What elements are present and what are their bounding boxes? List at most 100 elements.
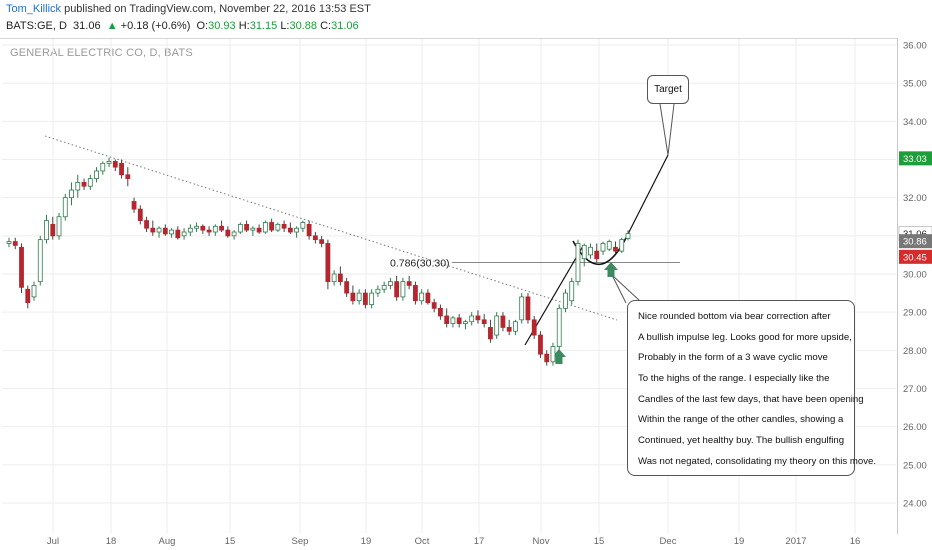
candle (306, 220, 312, 240)
candle-body (369, 292, 375, 305)
candle (500, 312, 506, 332)
candle (563, 289, 568, 313)
candle-body (187, 227, 193, 233)
chart-pane[interactable] (0, 38, 898, 534)
candle-body (600, 243, 606, 252)
candle-body (150, 227, 156, 233)
candle (181, 228, 187, 240)
candle-body (137, 208, 143, 221)
candle-body (531, 319, 537, 336)
candles-layer (6, 157, 631, 366)
candle-body (231, 231, 237, 237)
candle (619, 237, 625, 254)
candle (531, 315, 537, 339)
candle (569, 277, 575, 305)
note-line: Nice rounded bottom via bear correction … (638, 311, 831, 322)
candle (100, 161, 106, 175)
buy-signal-arrow (604, 262, 618, 277)
candle (581, 243, 587, 267)
candle-body (206, 229, 212, 233)
candle (94, 167, 99, 183)
candle (369, 289, 375, 309)
chart-title: GENERAL ELECTRIC CO, D, BATS (10, 47, 193, 59)
price-badge: 33.03 (899, 151, 932, 166)
candle (419, 289, 425, 305)
candle-body (556, 307, 562, 347)
note-callout-tail (611, 274, 641, 304)
candle (212, 224, 218, 236)
candle-body (125, 174, 131, 179)
time-tick-label: 15 (594, 536, 605, 547)
quote-line: BATS:GE, D 31.06 ▲ +0.18 (+0.6%) O:30.93… (6, 20, 359, 32)
candle (44, 214, 49, 244)
target-callout[interactable]: Target (647, 75, 689, 104)
price-change: +0.18 (+0.6%) (120, 20, 191, 32)
analysis-note-callout[interactable]: Nice rounded bottom via bear correction … (627, 300, 876, 476)
open-value: 30.93 (208, 20, 236, 32)
note-line: To the highs of the range. I especially … (638, 373, 830, 385)
candle (362, 289, 368, 309)
candle-body (381, 285, 387, 290)
candle-body (19, 246, 24, 288)
candle-body (569, 281, 575, 302)
time-tick-label: 17 (474, 536, 485, 547)
candle-body (413, 285, 418, 302)
candle-body (44, 220, 49, 241)
price-tick-label: 32.00 (903, 193, 927, 204)
candle (425, 289, 431, 305)
candle (575, 239, 581, 286)
price-badge-label: 33.03 (903, 154, 927, 165)
candle (69, 182, 74, 206)
price-tick-label: 28.00 (903, 346, 927, 357)
candle-body (438, 307, 443, 317)
candle-body (406, 281, 412, 286)
candle (444, 308, 450, 328)
candle-body (563, 292, 568, 309)
candle (106, 157, 112, 168)
candle-body (281, 223, 287, 229)
candle (519, 293, 525, 324)
candle-body (200, 225, 206, 231)
time-tick-label: 19 (734, 536, 745, 547)
note-line: A bullish impulse leg. Looks good for mo… (638, 331, 852, 343)
candle (613, 241, 618, 254)
candle-body (337, 273, 343, 283)
author-link[interactable]: Tom_Killick (6, 3, 62, 15)
candle-body (269, 222, 275, 231)
candle-body (131, 201, 137, 210)
candle-body (225, 229, 231, 237)
candle-body (37, 239, 43, 283)
price-tick-label: 36.00 (903, 41, 927, 52)
candle-body (194, 225, 199, 229)
candle-body (469, 315, 475, 323)
price-badge-bg (899, 249, 932, 264)
candle (394, 275, 400, 301)
candle (250, 226, 256, 236)
candle (175, 226, 181, 240)
candle (25, 285, 31, 309)
candle (413, 281, 418, 305)
candle-body (56, 216, 62, 237)
candle-body (388, 281, 393, 286)
candle-body (419, 292, 425, 302)
candle-body (619, 239, 625, 252)
candle (294, 226, 300, 238)
candle-body (606, 241, 612, 250)
candle-body (481, 319, 487, 325)
candle (12, 237, 18, 250)
candle-body (181, 231, 187, 237)
candle-body (156, 227, 162, 233)
candle (300, 220, 306, 233)
candle (56, 212, 62, 240)
candle (625, 230, 631, 241)
price-badge-bg (899, 151, 932, 166)
candle (381, 281, 387, 294)
candle-body (25, 288, 31, 304)
candle (62, 193, 68, 221)
price-badge: 30.86 (899, 234, 932, 249)
candle (137, 205, 143, 225)
low-label: L: (280, 20, 290, 32)
target-callout-tail (659, 103, 675, 156)
candle-body (519, 296, 525, 321)
